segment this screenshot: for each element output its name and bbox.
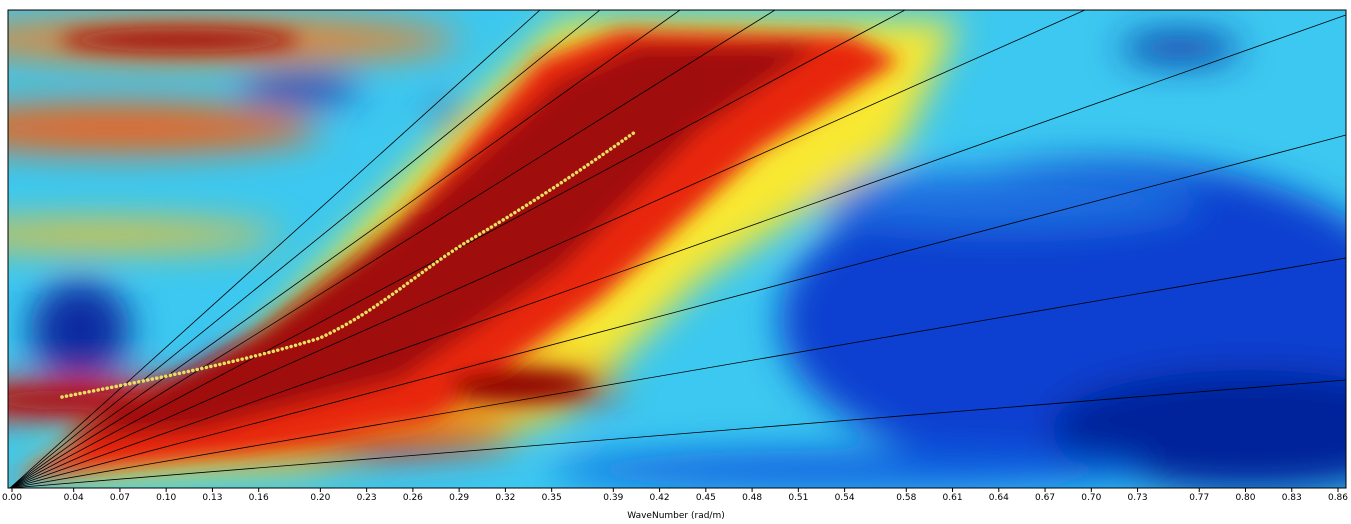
- x-tick-label: 0.13: [202, 493, 222, 503]
- x-axis-title: WaveNumber (rad/m): [627, 511, 724, 521]
- x-tick-label: 0.42: [650, 493, 670, 503]
- x-tick-label: 0.80: [1235, 493, 1255, 503]
- x-tick-label: 0.67: [1035, 493, 1055, 503]
- x-tick-label: 0.86: [1328, 493, 1348, 503]
- x-tick-label: 0.00: [2, 493, 22, 503]
- x-tick-label: 0.35: [542, 493, 562, 503]
- picked-curve: [60, 130, 637, 399]
- x-tick-label: 0.58: [896, 493, 916, 503]
- x-tick-label: 0.04: [64, 493, 84, 503]
- x-tick-label: 0.61: [943, 493, 963, 503]
- x-tick-label: 0.32: [495, 493, 515, 503]
- x-tick-label: 0.73: [1128, 493, 1148, 503]
- x-tick-label: 0.26: [403, 493, 423, 503]
- x-tick-label: 0.39: [603, 493, 623, 503]
- x-tick-label: 0.54: [835, 493, 855, 503]
- heatmap: [8, 10, 1346, 488]
- x-tick-label: 0.70: [1081, 493, 1101, 503]
- x-tick-label: 0.07: [110, 493, 130, 503]
- x-tick-label: 0.20: [310, 493, 330, 503]
- x-tick-label: 0.64: [989, 493, 1009, 503]
- x-tick-label: 0.51: [788, 493, 808, 503]
- x-tick-label: 0.77: [1189, 493, 1209, 503]
- x-tick-label: 0.29: [449, 493, 469, 503]
- x-tick-label: 0.45: [696, 493, 716, 503]
- plot-frame: [7, 9, 1347, 489]
- x-tick-label: 0.16: [249, 493, 269, 503]
- x-tick-label: 0.48: [742, 493, 762, 503]
- x-tick-label: 0.83: [1282, 493, 1302, 503]
- x-tick-label: 0.10: [156, 493, 176, 503]
- x-tick-label: 0.23: [357, 493, 377, 503]
